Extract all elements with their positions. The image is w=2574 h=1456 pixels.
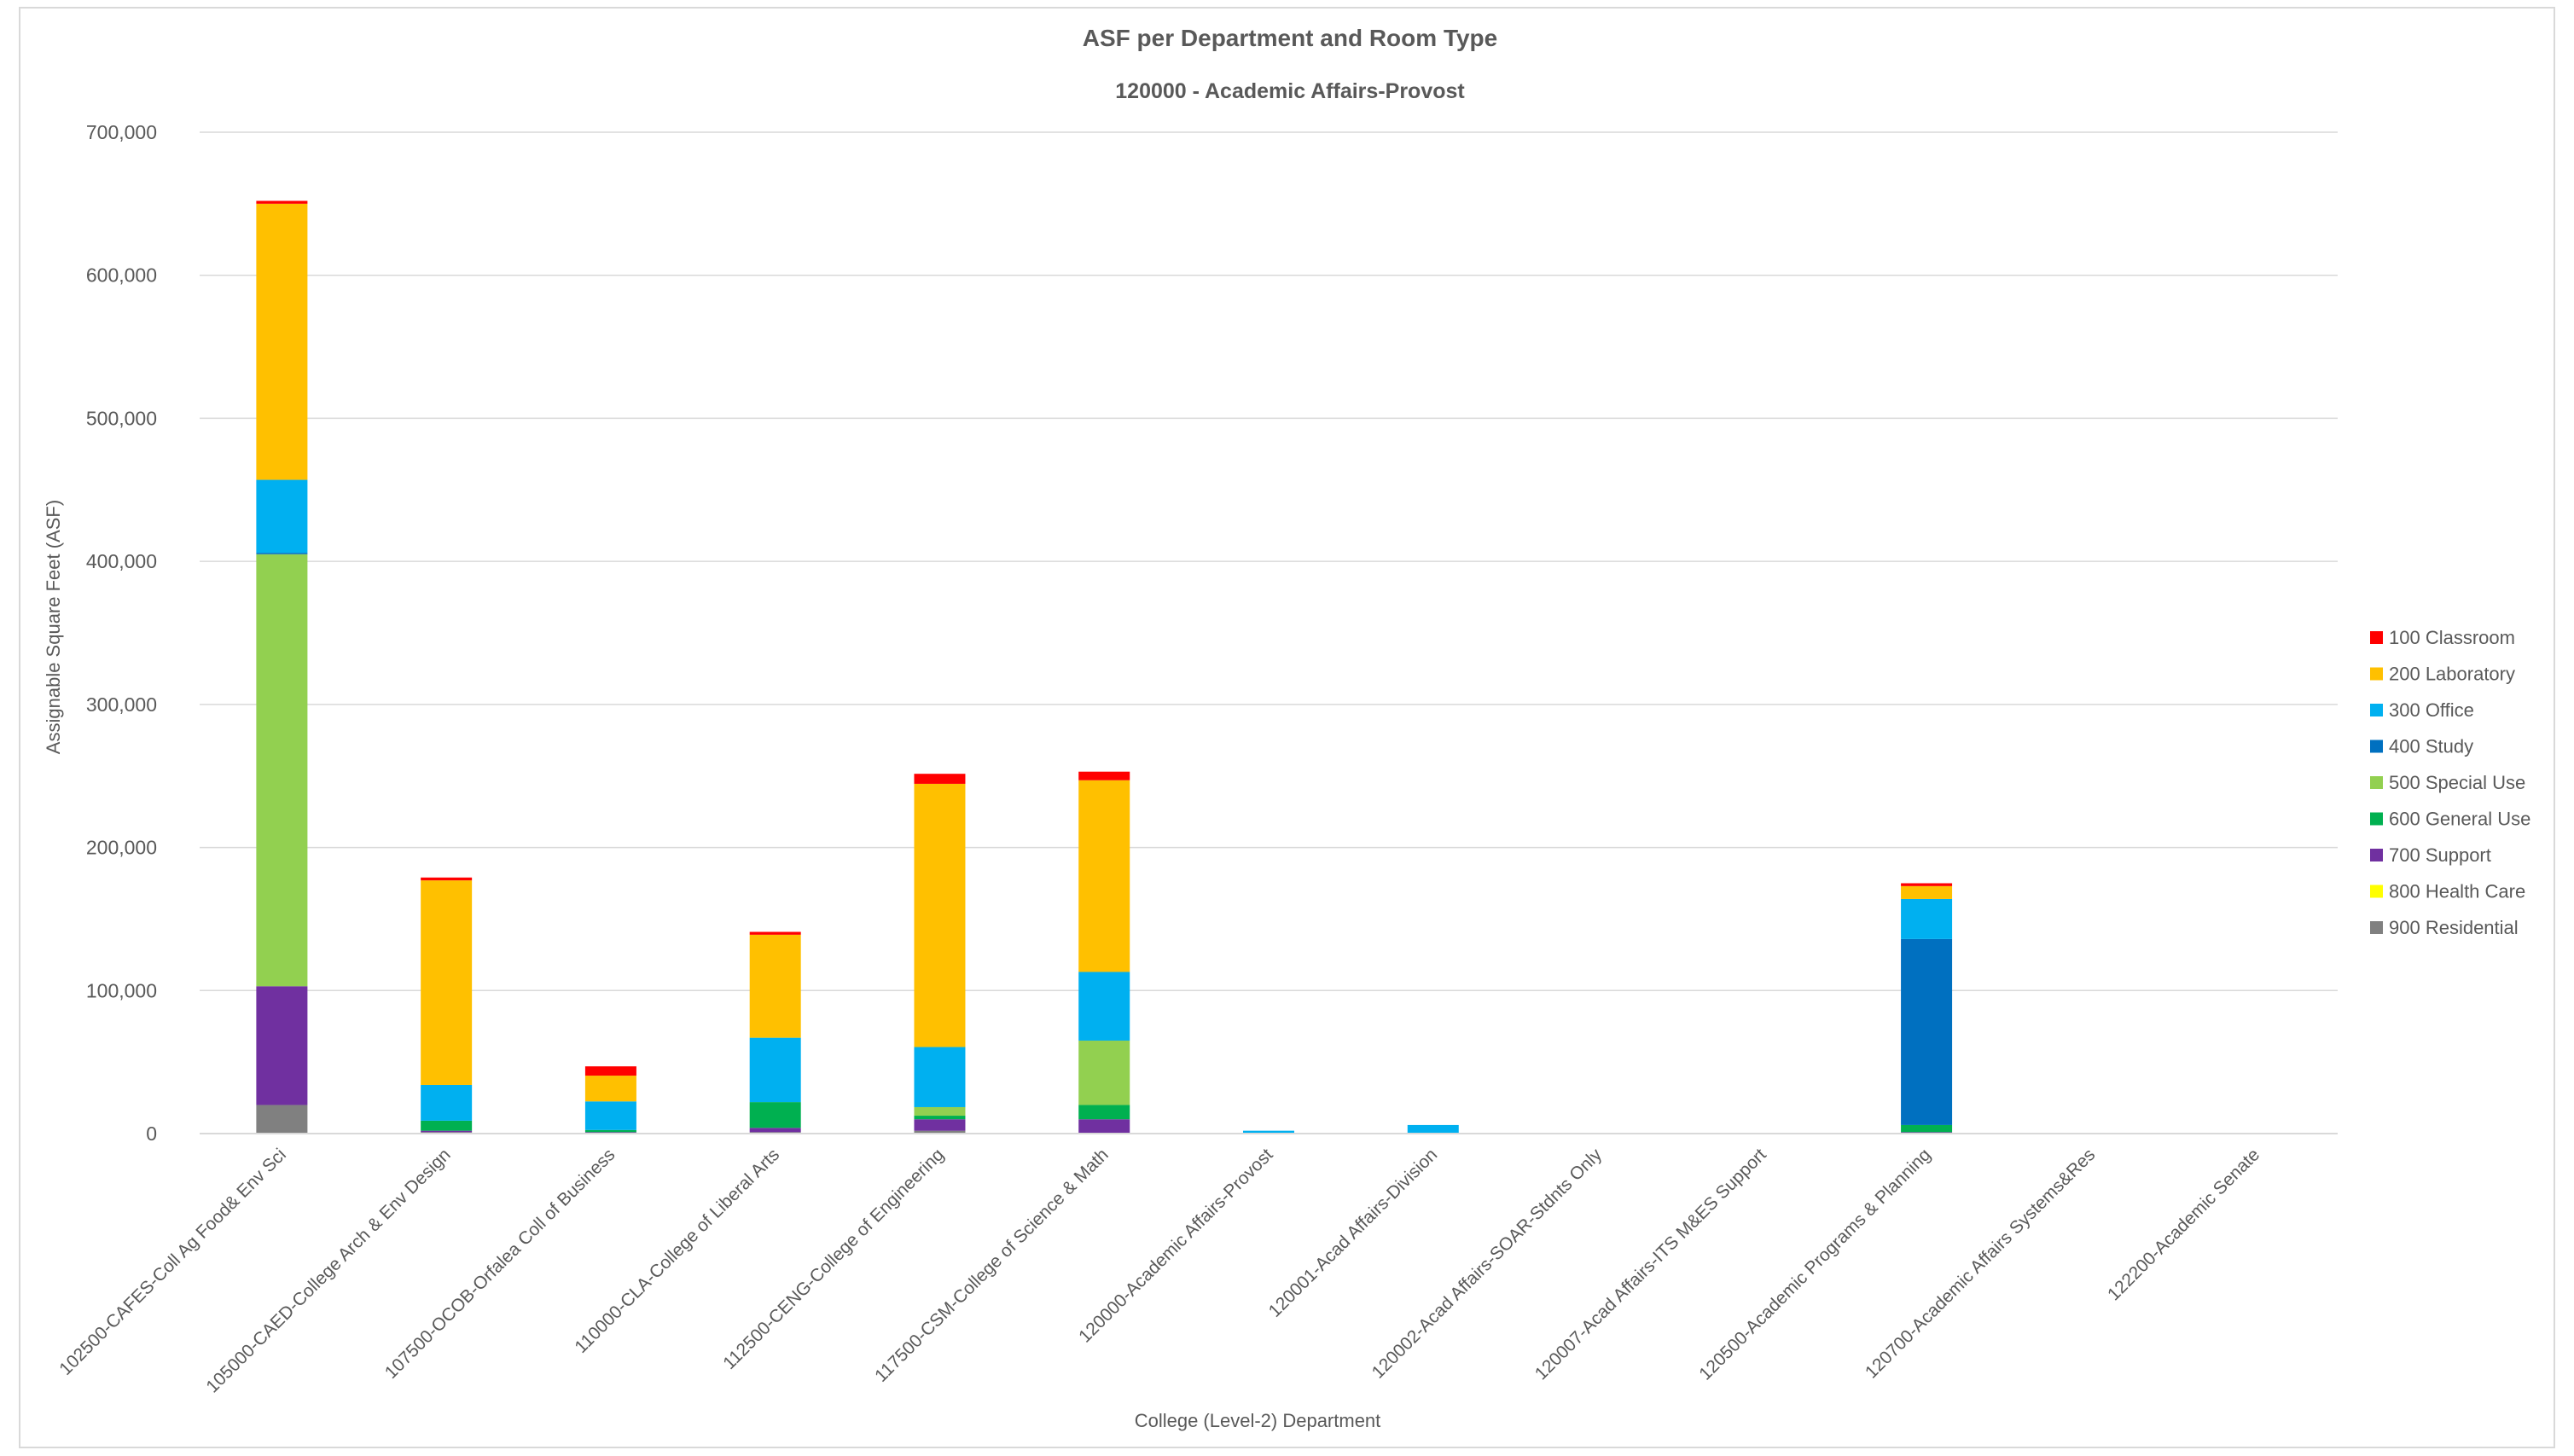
bar-segment bbox=[421, 1084, 473, 1121]
y-tick-label: 600,000 bbox=[86, 264, 157, 287]
bar-segment bbox=[1901, 885, 1953, 899]
bar-segment bbox=[1078, 972, 1130, 1041]
bar-segment bbox=[1078, 1119, 1130, 1134]
bar-segment bbox=[256, 479, 308, 554]
legend-label: 500 Special Use bbox=[2389, 772, 2525, 793]
legend-swatch bbox=[2370, 704, 2383, 716]
legend-swatch bbox=[2370, 921, 2383, 934]
bar-segment bbox=[256, 986, 308, 1105]
x-tick-label: 120001-Acad Affairs-Division bbox=[1265, 1145, 1442, 1321]
legend-label: 100 Classroom bbox=[2389, 627, 2515, 648]
y-tick-label: 100,000 bbox=[86, 979, 157, 1001]
x-axis-title: College (Level-2) Department bbox=[1135, 1410, 1381, 1431]
y-axis-ticks: 0 100,000 200,000 300,000 400,000 500,000 600,… bbox=[86, 121, 157, 1145]
y-tick-label: 400,000 bbox=[86, 550, 157, 572]
y-tick-label: 300,000 bbox=[86, 693, 157, 716]
gridlines bbox=[200, 131, 2338, 992]
legend-swatch bbox=[2370, 631, 2383, 644]
y-axis-title: Assignable Square Feet (ASF) bbox=[43, 500, 64, 754]
bar-segment bbox=[584, 1129, 636, 1133]
y-tick-label: 700,000 bbox=[86, 121, 157, 143]
bar-segment bbox=[256, 203, 308, 480]
bar-segment bbox=[256, 200, 308, 204]
bar-segment bbox=[1078, 771, 1130, 780]
legend-label: 600 General Use bbox=[2389, 809, 2530, 830]
bar-segment bbox=[1901, 1124, 1953, 1133]
bar-segment bbox=[421, 880, 473, 1085]
legend-label: 700 Support bbox=[2389, 844, 2491, 866]
bar-segment bbox=[421, 1120, 473, 1131]
chart-title: ASF per Department and Room Type bbox=[1083, 25, 1497, 51]
legend-label: 400 Study bbox=[2389, 736, 2473, 757]
bar-segment bbox=[914, 1106, 966, 1117]
bar-segment bbox=[749, 1102, 801, 1128]
x-tick-label: 122200-Academic Senate bbox=[2104, 1145, 2263, 1304]
bars bbox=[256, 200, 1953, 1134]
legend-swatch bbox=[2370, 667, 2383, 681]
bar-segment bbox=[421, 1130, 473, 1133]
legend-label: 300 Office bbox=[2389, 699, 2474, 721]
bar-segment bbox=[914, 783, 966, 1047]
x-axis-tick-labels: 102500-CAFES-Coll Ag Food& Env Sci105000… bbox=[55, 1145, 2263, 1397]
bar-segment bbox=[1078, 1105, 1130, 1120]
bar-segment bbox=[1078, 1040, 1130, 1105]
bar-segment bbox=[584, 1066, 636, 1076]
bar-segment bbox=[749, 931, 801, 935]
bar-segment bbox=[421, 877, 473, 881]
bar-segment bbox=[914, 1116, 966, 1120]
bar-segment bbox=[256, 553, 308, 554]
legend-swatch bbox=[2370, 849, 2383, 861]
y-tick-label: 0 bbox=[146, 1122, 157, 1145]
legend-swatch bbox=[2370, 885, 2383, 898]
y-tick-label: 200,000 bbox=[86, 837, 157, 859]
chart-subtitle: 120000 - Academic Affairs-Provost bbox=[1115, 79, 1465, 103]
bar-segment bbox=[1901, 883, 1953, 886]
bar-segment bbox=[1078, 780, 1130, 972]
legend-label: 200 Laboratory bbox=[2389, 664, 2515, 685]
bar-segment bbox=[584, 1101, 636, 1130]
legend: 100 Classroom 200 Laboratory 300 Office 400… bbox=[2370, 627, 2530, 938]
x-tick-label: 110000-CLA-College of Liberal Arts bbox=[571, 1145, 783, 1357]
legend-swatch bbox=[2370, 740, 2383, 753]
bar-segment bbox=[584, 1076, 636, 1102]
legend-swatch bbox=[2370, 776, 2383, 789]
chart-frame bbox=[19, 7, 2555, 1448]
bar-segment bbox=[256, 1105, 308, 1134]
bar-segment bbox=[1243, 1130, 1294, 1134]
bar-segment bbox=[914, 1047, 966, 1107]
y-tick-label: 500,000 bbox=[86, 407, 157, 429]
legend-label: 800 Health Care bbox=[2389, 881, 2525, 902]
bar-segment bbox=[914, 1130, 966, 1134]
bar-segment bbox=[256, 554, 308, 987]
bar-segment bbox=[1901, 898, 1953, 939]
legend-swatch bbox=[2370, 812, 2383, 826]
bar-segment bbox=[1901, 938, 1953, 1125]
bar-segment bbox=[914, 1119, 966, 1131]
bar-segment bbox=[1407, 1124, 1459, 1134]
bar-segment bbox=[749, 1037, 801, 1103]
legend-label: 900 Residential bbox=[2389, 917, 2519, 938]
x-tick-label: 120000-Academic Affairs-Provost bbox=[1075, 1145, 1276, 1346]
bar-segment bbox=[749, 934, 801, 1038]
bar-segment bbox=[914, 774, 966, 784]
bar-segment bbox=[749, 1128, 801, 1133]
